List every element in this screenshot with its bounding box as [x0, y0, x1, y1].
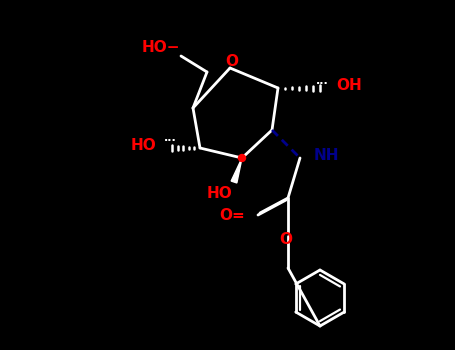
- Text: HO: HO: [207, 187, 233, 202]
- Text: ···: ···: [316, 79, 329, 89]
- Text: O: O: [226, 54, 238, 69]
- Text: ···: ···: [164, 136, 177, 146]
- Text: HO: HO: [130, 139, 156, 154]
- Circle shape: [238, 154, 246, 161]
- Text: HO−: HO−: [142, 41, 180, 56]
- Text: O: O: [279, 232, 293, 247]
- Text: O=: O=: [219, 208, 245, 223]
- Polygon shape: [231, 158, 242, 183]
- Text: NH: NH: [314, 147, 339, 162]
- Text: OH: OH: [336, 78, 362, 93]
